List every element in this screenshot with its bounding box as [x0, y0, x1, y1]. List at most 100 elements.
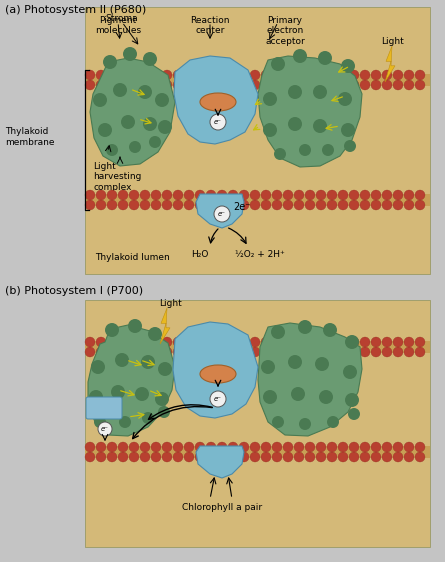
- Circle shape: [107, 347, 117, 357]
- Circle shape: [184, 190, 194, 200]
- Polygon shape: [173, 322, 258, 418]
- Circle shape: [151, 190, 161, 200]
- Circle shape: [327, 80, 337, 90]
- Circle shape: [271, 325, 285, 339]
- Circle shape: [293, 49, 307, 63]
- Circle shape: [85, 190, 95, 200]
- Circle shape: [250, 80, 260, 90]
- Circle shape: [143, 52, 157, 66]
- Circle shape: [315, 357, 329, 371]
- Circle shape: [272, 452, 282, 462]
- Circle shape: [393, 70, 403, 80]
- Text: Stroma: Stroma: [105, 14, 138, 23]
- Circle shape: [349, 190, 359, 200]
- Circle shape: [98, 422, 112, 436]
- Circle shape: [140, 442, 150, 452]
- Circle shape: [184, 442, 194, 452]
- Circle shape: [151, 80, 161, 90]
- Circle shape: [404, 200, 414, 210]
- Circle shape: [184, 347, 194, 357]
- Circle shape: [85, 452, 95, 462]
- Circle shape: [239, 70, 249, 80]
- Text: Light: Light: [382, 37, 405, 46]
- Circle shape: [393, 337, 403, 347]
- Circle shape: [250, 452, 260, 462]
- Circle shape: [382, 442, 392, 452]
- Circle shape: [349, 200, 359, 210]
- Circle shape: [283, 337, 293, 347]
- Circle shape: [294, 337, 304, 347]
- Text: H₂O: H₂O: [191, 250, 209, 259]
- Circle shape: [327, 416, 339, 428]
- Circle shape: [217, 80, 227, 90]
- Circle shape: [115, 353, 129, 367]
- Circle shape: [261, 442, 271, 452]
- Circle shape: [323, 323, 337, 337]
- Circle shape: [129, 452, 139, 462]
- Circle shape: [261, 70, 271, 80]
- Circle shape: [228, 200, 238, 210]
- Circle shape: [404, 337, 414, 347]
- Circle shape: [382, 70, 392, 80]
- Circle shape: [393, 442, 403, 452]
- Circle shape: [305, 70, 315, 80]
- Circle shape: [338, 200, 348, 210]
- Circle shape: [349, 347, 359, 357]
- Circle shape: [327, 190, 337, 200]
- Circle shape: [316, 190, 326, 200]
- Text: e⁻: e⁻: [218, 211, 226, 217]
- Circle shape: [118, 200, 128, 210]
- Circle shape: [316, 452, 326, 462]
- Circle shape: [173, 442, 183, 452]
- Circle shape: [158, 406, 170, 418]
- Circle shape: [261, 80, 271, 90]
- Polygon shape: [385, 46, 395, 82]
- Circle shape: [349, 337, 359, 347]
- Circle shape: [118, 70, 128, 80]
- Circle shape: [107, 200, 117, 210]
- Circle shape: [305, 80, 315, 90]
- Circle shape: [113, 83, 127, 97]
- Circle shape: [228, 190, 238, 200]
- Circle shape: [404, 347, 414, 357]
- Circle shape: [214, 206, 230, 222]
- Circle shape: [140, 347, 150, 357]
- Circle shape: [173, 200, 183, 210]
- Circle shape: [341, 59, 355, 73]
- Circle shape: [239, 80, 249, 90]
- Circle shape: [294, 452, 304, 462]
- Circle shape: [93, 93, 107, 107]
- Circle shape: [263, 390, 277, 404]
- Circle shape: [360, 347, 370, 357]
- Circle shape: [96, 337, 106, 347]
- Circle shape: [393, 190, 403, 200]
- Polygon shape: [196, 194, 244, 228]
- Polygon shape: [258, 323, 362, 436]
- Circle shape: [118, 442, 128, 452]
- Circle shape: [228, 80, 238, 90]
- Circle shape: [294, 190, 304, 200]
- Circle shape: [316, 337, 326, 347]
- Circle shape: [316, 80, 326, 90]
- Circle shape: [96, 190, 106, 200]
- Circle shape: [151, 337, 161, 347]
- Circle shape: [298, 320, 312, 334]
- Text: (a) Photosystem II (P680): (a) Photosystem II (P680): [5, 5, 146, 15]
- Circle shape: [195, 347, 205, 357]
- Circle shape: [316, 442, 326, 452]
- Circle shape: [173, 80, 183, 90]
- Circle shape: [129, 200, 139, 210]
- Circle shape: [393, 452, 403, 462]
- Circle shape: [228, 70, 238, 80]
- Circle shape: [140, 337, 150, 347]
- Circle shape: [343, 365, 357, 379]
- Circle shape: [148, 327, 162, 341]
- Circle shape: [283, 190, 293, 200]
- Circle shape: [141, 355, 155, 369]
- Circle shape: [228, 452, 238, 462]
- Circle shape: [415, 347, 425, 357]
- Text: Thylakoid
membrane: Thylakoid membrane: [5, 128, 54, 147]
- Circle shape: [173, 337, 183, 347]
- Circle shape: [341, 123, 355, 137]
- Circle shape: [404, 452, 414, 462]
